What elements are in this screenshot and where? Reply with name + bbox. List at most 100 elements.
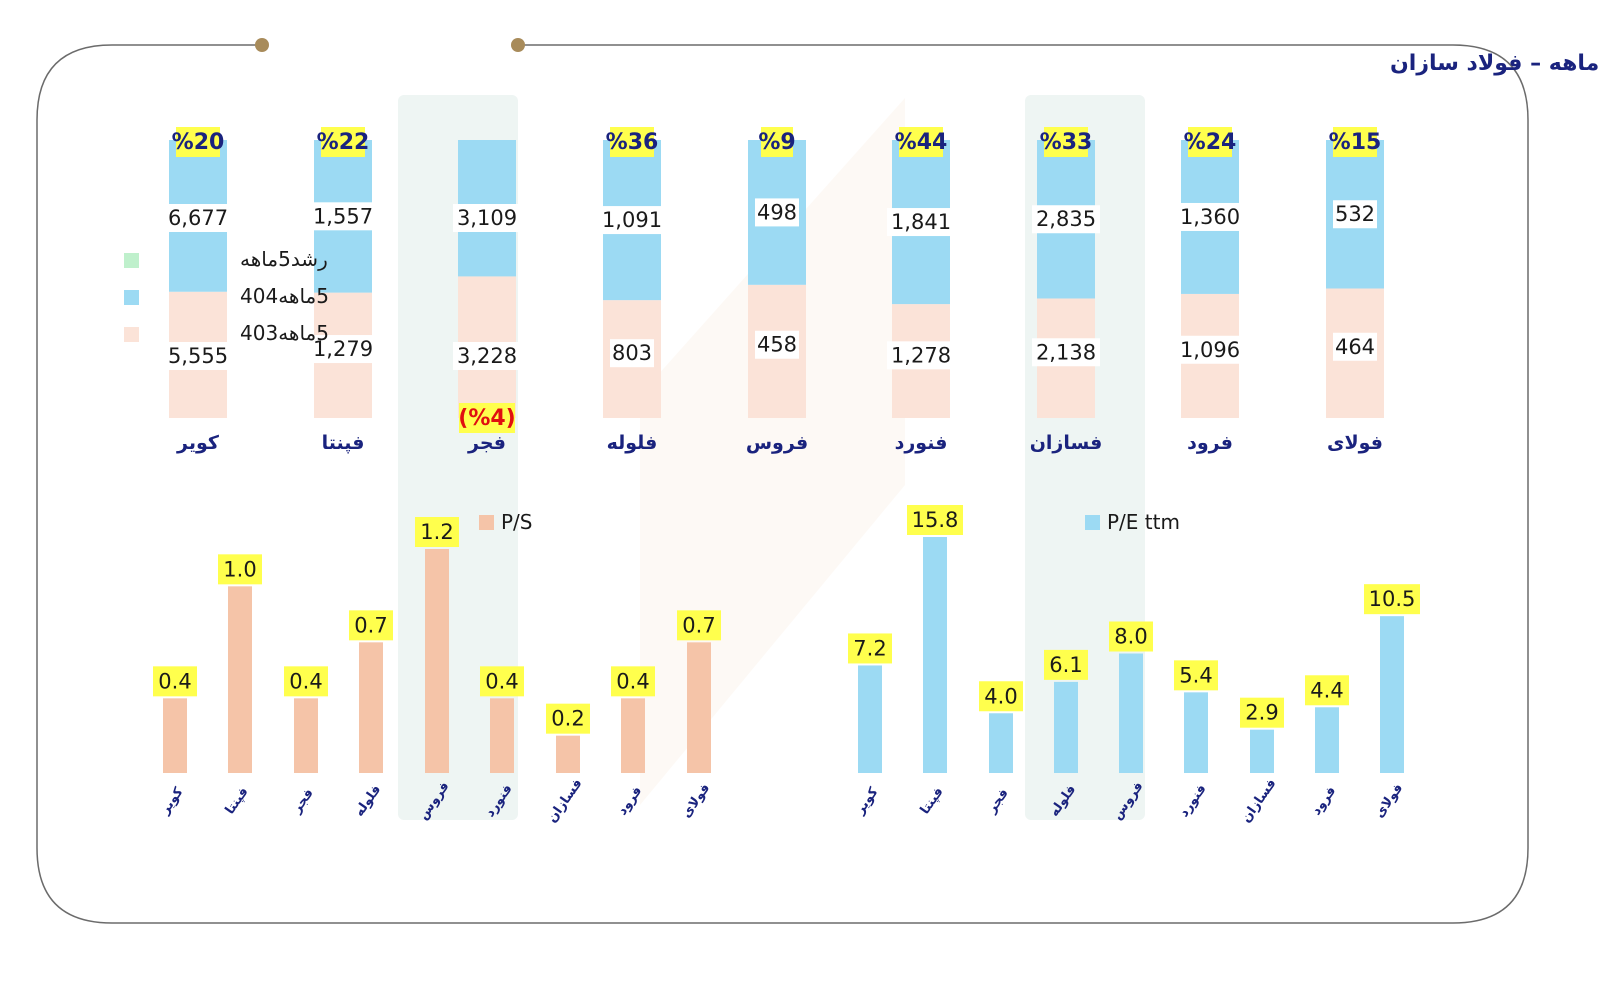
value-label-403-0: 5,555: [164, 342, 232, 370]
ps-value-1-bg: [218, 554, 262, 585]
value-label-404-8-text: 532: [1335, 202, 1375, 226]
value-label-403-6-bg: [1032, 338, 1100, 367]
ps-bar-1: [228, 586, 252, 773]
pe-category-6: فسازان: [1239, 776, 1280, 825]
ps-bar-4: [425, 549, 449, 773]
ps-bar-7: [621, 698, 645, 773]
value-label-403-2: 3,228: [453, 342, 521, 370]
pe-value-6: 2.9: [1240, 697, 1284, 728]
growth-label-1: %22: [317, 127, 369, 157]
pe-value-3-text: 6.1: [1049, 653, 1082, 677]
growth-label-1-bg: [321, 127, 365, 157]
growth-label-6: %33: [1040, 127, 1092, 157]
pe-category-2: فجر: [984, 786, 1012, 817]
ps-value-3-text: 0.7: [354, 613, 387, 637]
category-label-5: فنورد: [895, 432, 948, 454]
ps-value-0-text: 0.4: [158, 669, 191, 693]
value-label-403-8: 464: [1333, 332, 1377, 361]
pe-value-5-text: 5.4: [1179, 663, 1212, 687]
value-label-403-8-text: 464: [1335, 335, 1375, 359]
value-label-404-6-text: 2,835: [1036, 207, 1096, 231]
ps-value-2: 0.4: [284, 666, 328, 697]
value-label-403-0-bg: [164, 342, 232, 370]
ps-category-8: فولای: [679, 781, 713, 821]
pe-value-4: 8.0: [1109, 621, 1153, 652]
growth-label-6-bg: [1044, 127, 1088, 157]
value-label-403-2-bg: [453, 342, 521, 370]
ps-value-6-bg: [546, 703, 590, 734]
pe-bar-7: [1315, 707, 1339, 773]
ps-value-5-bg: [480, 666, 524, 697]
legend-swatch-0: [124, 253, 139, 268]
pe-category-7: فرود: [1309, 784, 1339, 818]
growth-label-5-text: %44: [895, 130, 948, 155]
ps-value-5: 0.4: [480, 666, 524, 697]
growth-label-8-bg: [1333, 127, 1377, 157]
growth-label-5-bg: [899, 127, 943, 157]
pe-bar-2: [989, 713, 1013, 773]
value-label-403-3-text: 803: [612, 341, 652, 365]
ps-value-1: 1.0: [218, 554, 262, 585]
value-label-404-5: 1,841: [887, 208, 955, 237]
pe-category-5: فنورد: [1177, 782, 1210, 820]
value-label-404-8: 532: [1333, 200, 1377, 229]
ps-value-0: 0.4: [153, 666, 197, 697]
growth-label-4-text: %9: [758, 130, 795, 155]
value-label-403-6: 2,138: [1032, 338, 1100, 367]
ps-value-2-text: 0.4: [289, 669, 322, 693]
category-label-4: فروس: [746, 432, 808, 454]
pe-value-7-bg: [1305, 675, 1349, 706]
value-label-404-1-bg: [309, 202, 377, 231]
category-label-1: فپنتا: [322, 432, 365, 454]
ps-value-4: 1.2: [415, 517, 459, 547]
pe-value-5: 5.4: [1174, 660, 1218, 691]
pe-value-2: 4.0: [979, 681, 1023, 712]
ps-value-0-bg: [153, 666, 197, 697]
pe-bar-6: [1250, 729, 1274, 773]
value-label-403-5: 1,278: [887, 341, 955, 370]
ps-category-6: فسازان: [545, 776, 586, 825]
growth-label-7: %24: [1184, 127, 1237, 157]
value-label-404-6: 2,835: [1032, 205, 1100, 234]
growth-label-5: %44: [895, 127, 948, 157]
growth-label-7-text: %24: [1184, 130, 1237, 155]
category-label-3: فلوله: [607, 432, 658, 454]
growth-label-4: %9: [758, 127, 796, 157]
pe-bar-1: [923, 537, 947, 773]
value-label-403-4: 458: [755, 330, 799, 359]
pe-value-2-text: 4.0: [984, 684, 1017, 708]
ps-value-3-bg: [349, 610, 393, 641]
ps-bar-8: [687, 642, 711, 773]
ps-bar-3: [359, 642, 383, 773]
pe-bar-3: [1054, 681, 1078, 773]
category-label-2: فجر: [467, 432, 506, 454]
value-label-404-5-bg: [887, 208, 955, 237]
pe-value-7: 4.4: [1305, 675, 1349, 706]
frame-dot-left: [255, 38, 269, 52]
category-label-6: فسازان: [1030, 432, 1103, 454]
value-label-404-3: 1,091: [598, 206, 666, 235]
value-label-403-3-bg: [610, 339, 654, 368]
category-label-8: فولای: [1327, 432, 1383, 454]
value-label-403-5-text: 1,278: [891, 343, 951, 367]
value-label-403-2-text: 3,228: [457, 344, 517, 368]
ps-value-6: 0.2: [546, 703, 590, 734]
pe-category-8: فولای: [1372, 781, 1406, 821]
ps-category-3: فلوله: [352, 782, 384, 819]
legend-swatch-1: [124, 290, 139, 305]
legend-label-0: رشد5ماهه: [240, 247, 328, 271]
legend-label-2: 5ماهه403: [240, 321, 329, 345]
ps-value-8-bg: [677, 610, 721, 641]
pe-bar-0: [858, 665, 882, 773]
ps-value-7-bg: [611, 666, 655, 697]
growth-label-2: (%4): [458, 403, 516, 433]
value-label-404-4-text: 498: [757, 200, 797, 224]
value-label-404-0-text: 6,677: [168, 206, 228, 230]
ps-bar-2: [294, 698, 318, 773]
pe-category-0: کویر: [852, 785, 882, 818]
pe-legend-label: P/E ttm: [1107, 510, 1180, 534]
value-label-404-2: 3,109: [453, 204, 521, 232]
value-label-403-1-text: 1,279: [313, 337, 373, 361]
category-label-0: کویر: [176, 432, 220, 454]
